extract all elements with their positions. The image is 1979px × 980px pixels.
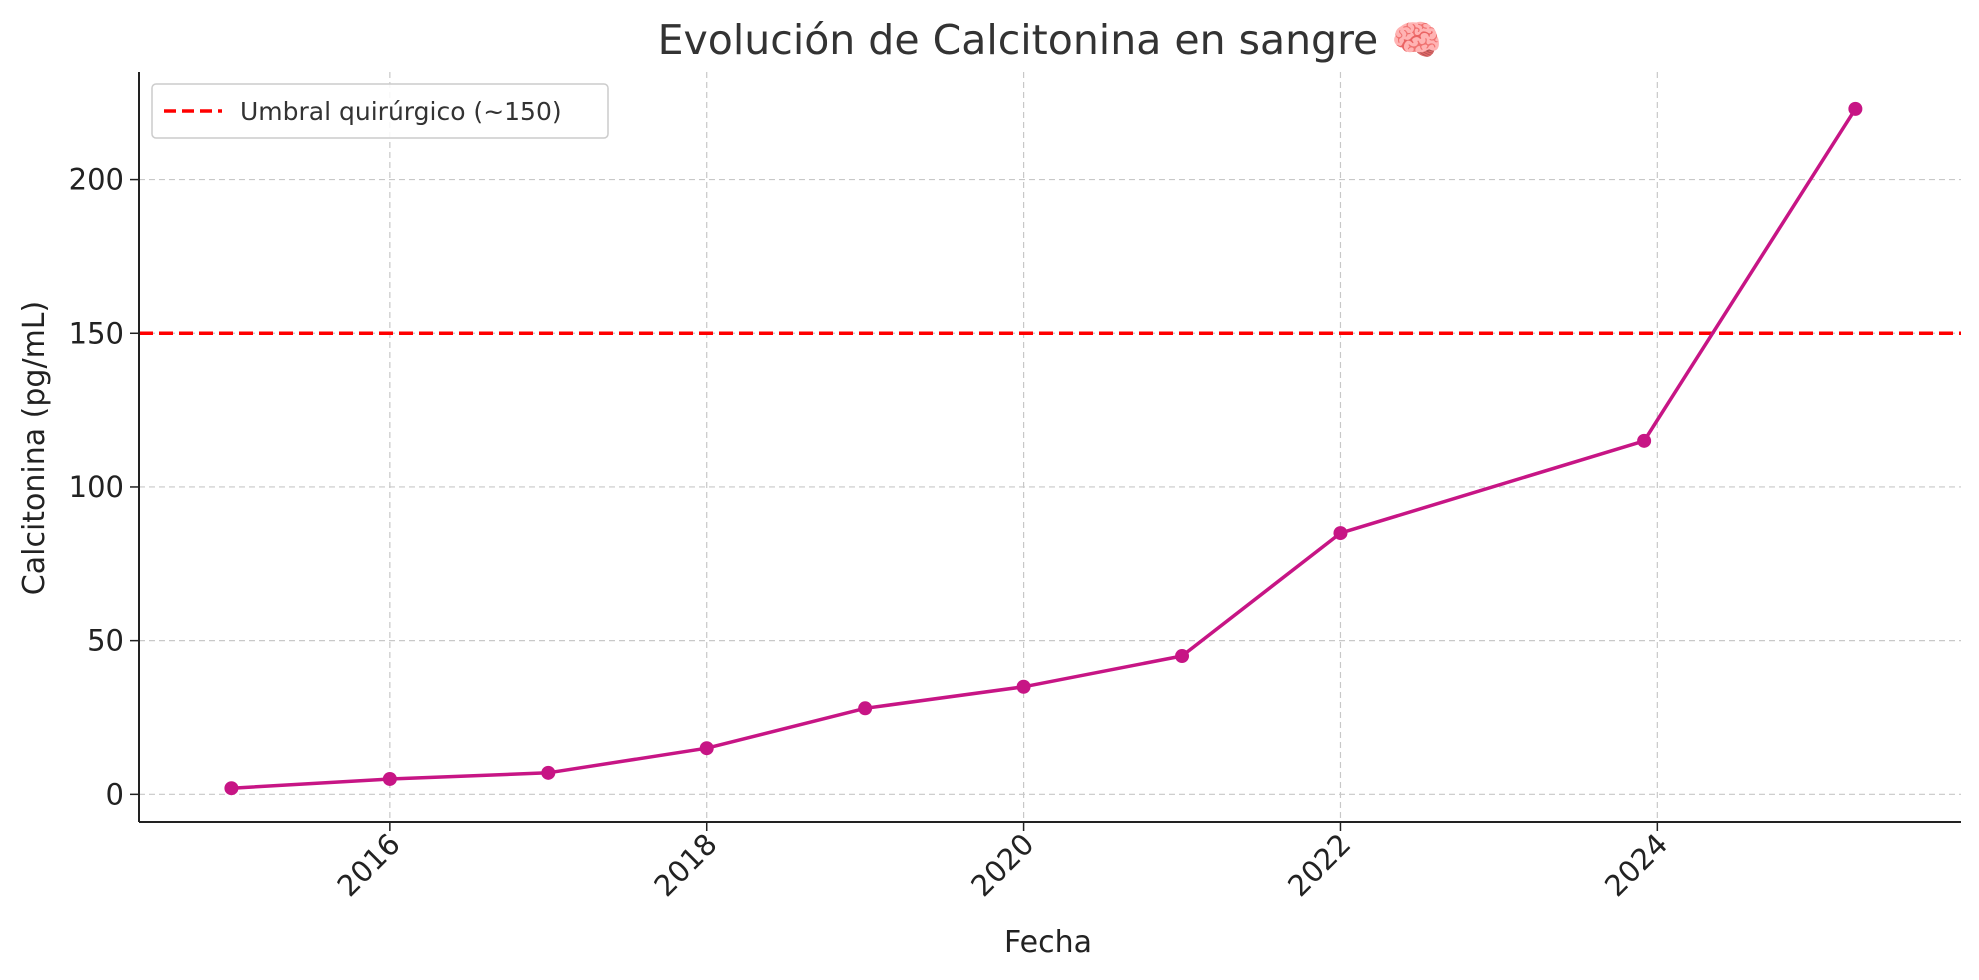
series	[224, 101, 1863, 796]
grid	[139, 72, 1961, 822]
y-tick-label: 150	[69, 316, 124, 350]
y-tick-label: 100	[69, 470, 124, 504]
legend-box	[151, 83, 609, 139]
data-point	[858, 701, 873, 716]
data-point	[541, 765, 556, 780]
data-point	[699, 741, 714, 756]
chart-title: Evolución de Calcitonina en sangre 🧠	[658, 16, 1443, 64]
legend-label: Umbral quirúrgico (~150)	[240, 97, 562, 126]
axes	[130, 72, 1961, 831]
data-point	[1175, 649, 1190, 664]
data-point	[382, 771, 397, 786]
data-point	[224, 781, 239, 796]
x-axis-label: Fecha	[1004, 925, 1092, 960]
series-line	[229, 107, 1858, 790]
data-point	[1016, 679, 1031, 694]
data-point	[1637, 433, 1652, 448]
y-tick-label: 200	[69, 163, 124, 197]
y-tick-label: 0	[106, 777, 124, 811]
data-point	[1333, 526, 1348, 541]
y-axis-label: Calcitonina (pg/mL)	[17, 301, 52, 595]
legend: Umbral quirúrgico (~150)	[151, 83, 609, 139]
data-point	[1848, 101, 1863, 116]
y-tick-label: 50	[87, 624, 124, 658]
